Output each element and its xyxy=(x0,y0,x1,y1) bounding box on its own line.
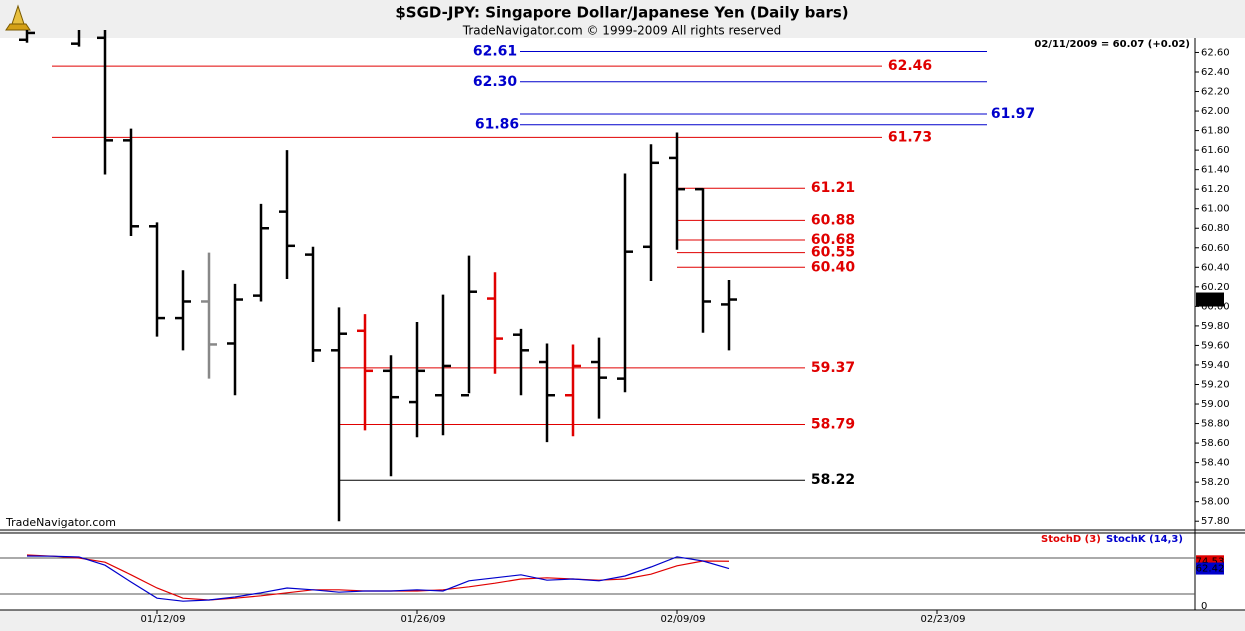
level-label: 58.79 xyxy=(811,417,855,433)
y-tick-label: 60.20 xyxy=(1201,282,1230,293)
y-tick-label: 61.60 xyxy=(1201,145,1230,156)
y-tick-label: 62.20 xyxy=(1201,87,1230,98)
y-tick-label: 60.80 xyxy=(1201,223,1230,234)
y-tick-label: 0 xyxy=(1201,601,1207,612)
legend-entry: StochK (14,3) xyxy=(1106,534,1183,545)
y-tick-label: 58.60 xyxy=(1201,438,1230,449)
level-label: 60.88 xyxy=(811,212,855,228)
y-tick-label: 61.40 xyxy=(1201,165,1230,176)
info-text: 02/11/2009 = 60.07 (+0.02) xyxy=(1034,39,1190,50)
x-tick-label: 01/26/09 xyxy=(401,614,446,625)
y-tick-label: 58.00 xyxy=(1201,497,1230,508)
y-tick-label: 59.40 xyxy=(1201,360,1230,371)
legend-entry: StochD (3) xyxy=(1041,534,1101,545)
y-tick-label: 59.20 xyxy=(1201,379,1230,390)
x-tick-label: 02/09/09 xyxy=(661,614,706,625)
main-plot xyxy=(19,30,987,522)
y-tick-label: 58.40 xyxy=(1201,458,1230,469)
level-label: 60.68 xyxy=(811,232,855,248)
stoch-plot xyxy=(0,554,1195,602)
y-tick-label: 62.00 xyxy=(1201,106,1230,117)
last-value-box xyxy=(1196,562,1224,575)
y-tick-label: 58.20 xyxy=(1201,477,1230,488)
y-tick-label: 60.00 xyxy=(1201,301,1230,312)
x-tick-label: 01/12/09 xyxy=(141,614,186,625)
last-price-label: 60.07 xyxy=(1196,295,1225,306)
level-label: 60.40 xyxy=(811,259,856,275)
y-tick-label: 62.60 xyxy=(1201,47,1230,58)
level-label: 62.61 xyxy=(473,43,517,59)
y-tick-label: 59.00 xyxy=(1201,399,1230,410)
level-label: 60.55 xyxy=(811,245,855,261)
last-value-label: 62.42 xyxy=(1196,564,1225,575)
last-value-label: 74.53 xyxy=(1196,556,1225,567)
main-panel xyxy=(0,38,1245,530)
y-tick-label: 61.00 xyxy=(1201,204,1230,215)
chart-title: $SGD-JPY: Singapore Dollar/Japanese Yen … xyxy=(395,4,848,22)
y-tick-label: 61.20 xyxy=(1201,184,1230,195)
last-price-box xyxy=(1196,292,1224,307)
logo xyxy=(5,4,31,31)
level-label: 61.73 xyxy=(888,129,932,145)
level-label: 59.37 xyxy=(811,360,855,376)
y-tick-label: 60.60 xyxy=(1201,243,1230,254)
level-label: 61.21 xyxy=(811,180,855,196)
level-label: 62.46 xyxy=(888,58,932,74)
y-tick-label: 61.80 xyxy=(1201,126,1230,137)
stoch-line xyxy=(26,555,730,602)
watermark: TradeNavigator.com xyxy=(5,516,116,529)
y-tick-label: 62.40 xyxy=(1201,67,1230,78)
chart-subtitle: TradeNavigator.com © 1999-2009 All right… xyxy=(462,24,781,38)
level-label: 58.22 xyxy=(811,472,855,488)
level-label: 61.86 xyxy=(475,117,519,133)
y-tick-label: 60.40 xyxy=(1201,262,1230,273)
stoch-panel xyxy=(0,533,1245,610)
level-label: 62.30 xyxy=(473,74,518,90)
level-label: 61.97 xyxy=(991,106,1035,122)
y-tick-label: 57.80 xyxy=(1201,516,1230,527)
y-tick-label: 58.80 xyxy=(1201,419,1230,430)
x-tick-label: 02/23/09 xyxy=(921,614,966,625)
y-tick-label: 59.60 xyxy=(1201,340,1230,351)
y-tick-label: 59.80 xyxy=(1201,321,1230,332)
